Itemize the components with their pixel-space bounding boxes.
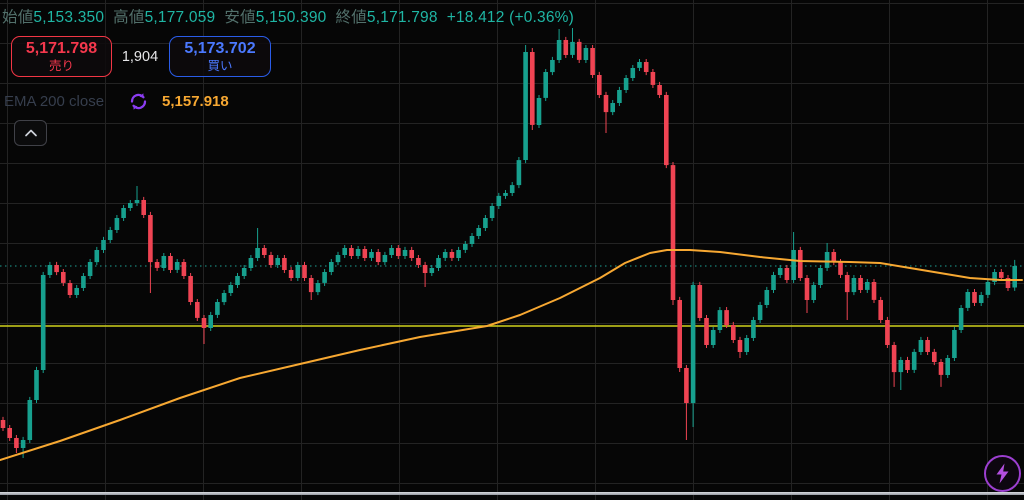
change-value: +18.412 (446, 9, 505, 26)
high-label: 高値 (113, 9, 145, 26)
close-label: 終値 (335, 9, 367, 26)
collapse-button[interactable] (14, 120, 47, 146)
sell-side-label: 売り (48, 58, 74, 73)
high-value: 5,177.059 (144, 9, 216, 26)
buy-price: 5,173.702 (184, 40, 256, 58)
close-value: 5,171.798 (366, 9, 438, 26)
buy-side-label: 買い (207, 58, 233, 73)
spread-value: 1,904 (121, 48, 159, 65)
bottom-separator[interactable] (0, 492, 1024, 495)
lightning-icon (996, 463, 1009, 484)
refresh-icon[interactable] (128, 91, 149, 112)
open-value: 5,153.350 (33, 9, 105, 26)
open-label: 始値 (2, 9, 34, 26)
sell-button[interactable]: 5,171.798 売り (11, 36, 112, 77)
change-percent: (+0.36%) (509, 9, 575, 26)
ohlc-readout: 始値5,153.350 高値5,177.059 安値5,150.390 終値5,171… (2, 5, 574, 27)
low-label: 安値 (224, 9, 256, 26)
flash-order-button[interactable] (984, 455, 1021, 492)
low-value: 5,150.390 (255, 9, 327, 26)
indicator-value: 5,157.918 (162, 92, 229, 110)
buy-button[interactable]: 5,173.702 買い (169, 36, 271, 77)
indicator-legend: EMA 200 close 5,157.918 (4, 90, 229, 112)
sell-price: 5,171.798 (25, 40, 98, 58)
chevron-up-icon (24, 129, 37, 137)
indicator-name: EMA 200 close (4, 92, 105, 110)
